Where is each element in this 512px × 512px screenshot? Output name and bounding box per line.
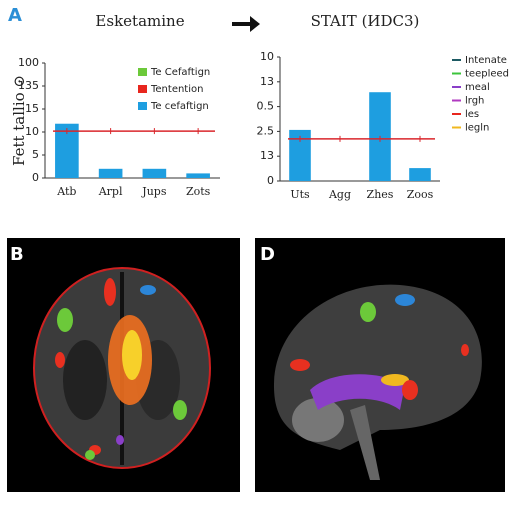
legend-label: les — [465, 109, 479, 120]
y-tick-label: 13 — [260, 149, 274, 162]
legend-label: Te cefaftign — [150, 101, 209, 112]
x-tick-label: Zoos — [407, 188, 434, 201]
y-tick-label: 10 — [25, 125, 39, 138]
legend-label: Intenate — [465, 55, 507, 66]
y-tick-label: 135 — [18, 79, 39, 92]
bar — [409, 168, 431, 181]
legend-label: legln — [465, 123, 489, 134]
x-tick-label: Atb — [56, 185, 76, 198]
y-tick-label: 0 — [267, 174, 274, 187]
panel-label: B — [10, 244, 24, 265]
y-tick-label: 5 — [32, 148, 39, 161]
legend-label: Te Cefaftign — [150, 67, 210, 78]
y-tick-label: 100 — [18, 56, 39, 69]
chart-title: Esketamine — [95, 12, 184, 30]
legend-swatch — [138, 68, 147, 76]
arrow — [232, 16, 260, 32]
x-tick-label: Zhes — [367, 188, 394, 201]
bar — [98, 168, 123, 178]
legend-swatch — [138, 102, 147, 110]
x-tick-label: Agg — [328, 188, 351, 201]
panel-label: A — [8, 5, 22, 26]
legend-swatch — [138, 85, 147, 93]
bar — [55, 123, 79, 178]
legend-label: Tentention — [150, 84, 203, 95]
x-tick-label: Uts — [290, 188, 310, 201]
y-axis-label: Fett tallio ⊙ — [10, 75, 28, 166]
panel-label: D — [260, 244, 275, 265]
y-tick-label: 0 — [32, 171, 39, 184]
y-tick-label: 10 — [260, 50, 274, 63]
y-tick-label: 2.5 — [257, 124, 275, 137]
brain-axial — [7, 238, 240, 492]
y-tick-label: 15 — [25, 102, 39, 115]
x-tick-label: Arpl — [98, 185, 123, 198]
legend-label: lrgh — [465, 96, 484, 107]
bar — [289, 129, 311, 181]
legend-label: meal — [465, 82, 490, 93]
y-tick-label: 13 — [260, 75, 274, 88]
brain-sagittal — [255, 238, 505, 492]
x-tick-label: Zots — [186, 185, 211, 198]
y-tick-label: 0.5 — [257, 100, 275, 113]
bar — [142, 168, 167, 178]
bar — [186, 173, 210, 178]
x-tick-label: Jups — [141, 185, 167, 198]
chart-title: STAIT (ИDC3) — [311, 12, 420, 30]
legend-label: teepleed — [465, 69, 509, 80]
